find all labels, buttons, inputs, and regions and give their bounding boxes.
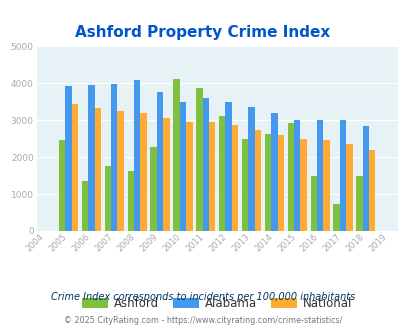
Bar bbox=[248, 107, 254, 231]
Bar bbox=[179, 102, 185, 231]
Bar bbox=[271, 113, 277, 231]
Bar bbox=[287, 123, 293, 231]
Bar bbox=[293, 120, 300, 231]
Bar bbox=[219, 116, 225, 231]
Bar bbox=[104, 166, 111, 231]
Bar bbox=[310, 176, 316, 231]
Text: Ashford Property Crime Index: Ashford Property Crime Index bbox=[75, 25, 330, 41]
Bar bbox=[231, 124, 238, 231]
Bar bbox=[277, 135, 283, 231]
Bar bbox=[322, 140, 329, 231]
Bar bbox=[345, 144, 352, 231]
Bar bbox=[185, 121, 192, 231]
Bar bbox=[140, 113, 147, 231]
Bar bbox=[202, 98, 209, 231]
Bar bbox=[117, 111, 124, 231]
Text: Crime Index corresponds to incidents per 100,000 inhabitants: Crime Index corresponds to incidents per… bbox=[51, 292, 354, 302]
Bar bbox=[355, 176, 362, 231]
Bar bbox=[264, 134, 271, 231]
Bar bbox=[209, 121, 215, 231]
Bar bbox=[127, 171, 134, 231]
Bar bbox=[111, 84, 117, 231]
Bar bbox=[241, 139, 248, 231]
Bar bbox=[88, 85, 94, 231]
Bar bbox=[150, 147, 156, 231]
Bar bbox=[156, 92, 163, 231]
Bar bbox=[196, 87, 202, 231]
Bar bbox=[163, 118, 169, 231]
Bar bbox=[254, 130, 260, 231]
Bar bbox=[65, 86, 72, 231]
Bar bbox=[300, 139, 306, 231]
Bar bbox=[316, 120, 322, 231]
Bar bbox=[368, 150, 375, 231]
Bar bbox=[339, 120, 345, 231]
Text: © 2025 CityRating.com - https://www.cityrating.com/crime-statistics/: © 2025 CityRating.com - https://www.city… bbox=[64, 315, 341, 325]
Bar bbox=[362, 126, 368, 231]
Bar bbox=[173, 80, 179, 231]
Bar bbox=[82, 181, 88, 231]
Bar bbox=[72, 104, 78, 231]
Bar bbox=[134, 80, 140, 231]
Bar bbox=[94, 108, 101, 231]
Legend: Ashford, Alabama, National: Ashford, Alabama, National bbox=[77, 292, 356, 315]
Bar bbox=[59, 141, 65, 231]
Bar bbox=[225, 102, 231, 231]
Bar bbox=[333, 204, 339, 231]
